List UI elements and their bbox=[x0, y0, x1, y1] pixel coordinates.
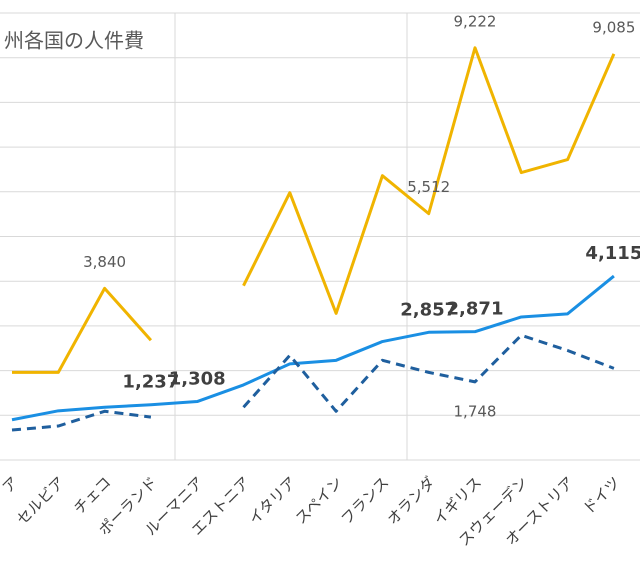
data-label: 9,222 bbox=[454, 12, 497, 30]
data-label: 3,840 bbox=[83, 253, 126, 271]
data-label: 1,237 bbox=[122, 372, 179, 393]
chart-title: 州各国の人件費 bbox=[4, 29, 144, 53]
x-tick-label: チェコ bbox=[70, 473, 115, 518]
x-tick-label: ドイツ bbox=[579, 473, 624, 518]
series-line bbox=[11, 333, 615, 432]
data-label: 2,857 bbox=[400, 299, 457, 320]
data-label: 4,115 bbox=[585, 243, 640, 264]
data-label: 1,748 bbox=[454, 402, 497, 420]
data-label: 5,512 bbox=[407, 178, 450, 196]
data-label: 1,308 bbox=[169, 369, 226, 390]
series-line bbox=[11, 274, 615, 422]
x-tick-label: イタリア bbox=[245, 473, 300, 528]
x-tick-label: フランス bbox=[337, 473, 392, 528]
data-label: 2,871 bbox=[447, 299, 504, 320]
x-tick-label: スペイン bbox=[292, 473, 346, 527]
x-tick-label: セルビア bbox=[13, 473, 68, 528]
x-tick-label: オランダ bbox=[384, 473, 439, 528]
series-line bbox=[12, 46, 616, 374]
x-tick-label: ア bbox=[0, 473, 22, 496]
data-label: 9,085 bbox=[592, 18, 635, 36]
